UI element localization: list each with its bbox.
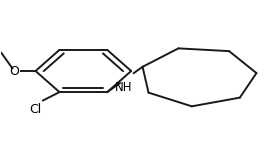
Text: Cl: Cl (30, 103, 42, 116)
Text: NH: NH (115, 81, 132, 94)
Text: O: O (9, 64, 19, 78)
